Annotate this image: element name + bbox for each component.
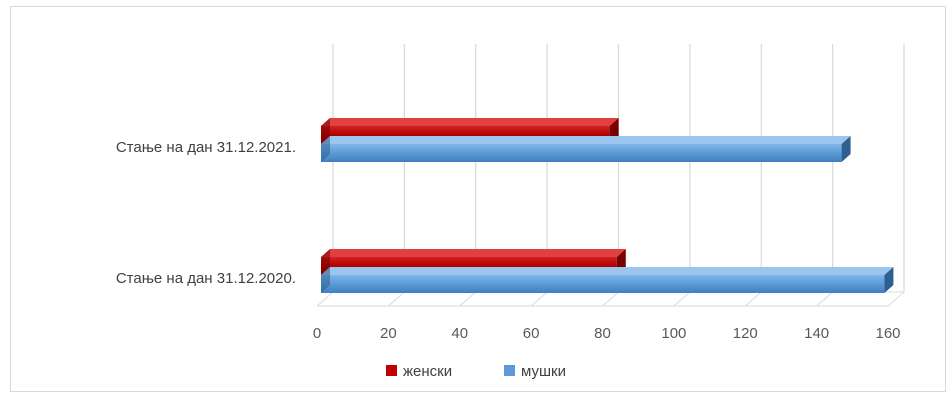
floor-gridline [459, 291, 477, 307]
x-tick-label: 140 [804, 325, 829, 342]
legend-label: мушки [521, 363, 566, 380]
floor-gridline [816, 291, 833, 307]
x-tick-label: 20 [380, 325, 397, 342]
bar-front-face [321, 144, 842, 162]
x-tick-label: 120 [733, 325, 758, 342]
legend-item-женски: женски [386, 363, 452, 380]
bar-start-face [321, 267, 330, 293]
bar-front-face [321, 275, 885, 293]
bar-top-face [321, 267, 894, 275]
x-tick-label: 60 [523, 325, 540, 342]
bar-end-face [884, 267, 894, 293]
legend-swatch [504, 365, 515, 376]
floor-gridline [673, 291, 691, 307]
floor-gridline [744, 291, 762, 307]
y-category-label: Стање на дан 31.12.2021. [116, 139, 296, 156]
bar-top-face [321, 118, 619, 126]
floor-gridline [316, 291, 334, 307]
bar-мушки-1 [321, 267, 894, 293]
x-tick-label: 80 [594, 325, 611, 342]
x-tick-label: 160 [875, 325, 900, 342]
legend-item-мушки: мушки [504, 363, 566, 380]
legend-label: женски [403, 363, 452, 380]
floor-gridline [887, 291, 905, 307]
x-tick-label: 0 [313, 325, 321, 342]
x-tick-label: 40 [451, 325, 468, 342]
bar-top-face [321, 136, 851, 144]
bar-end-face [841, 136, 851, 162]
bar-start-face [321, 136, 330, 162]
bar-мушки-0 [321, 136, 851, 162]
legend-swatch [386, 365, 397, 376]
bar-start-face [321, 118, 330, 144]
x-tick-label: 100 [661, 325, 686, 342]
bar-start-face [321, 249, 330, 275]
floor-gridline [530, 291, 548, 307]
y-category-label: Стање на дан 31.12.2020. [116, 270, 296, 287]
floor-gridline [602, 291, 619, 307]
floor-gridline [388, 291, 405, 307]
bar-top-face [321, 249, 626, 257]
chart-frame [10, 6, 946, 392]
